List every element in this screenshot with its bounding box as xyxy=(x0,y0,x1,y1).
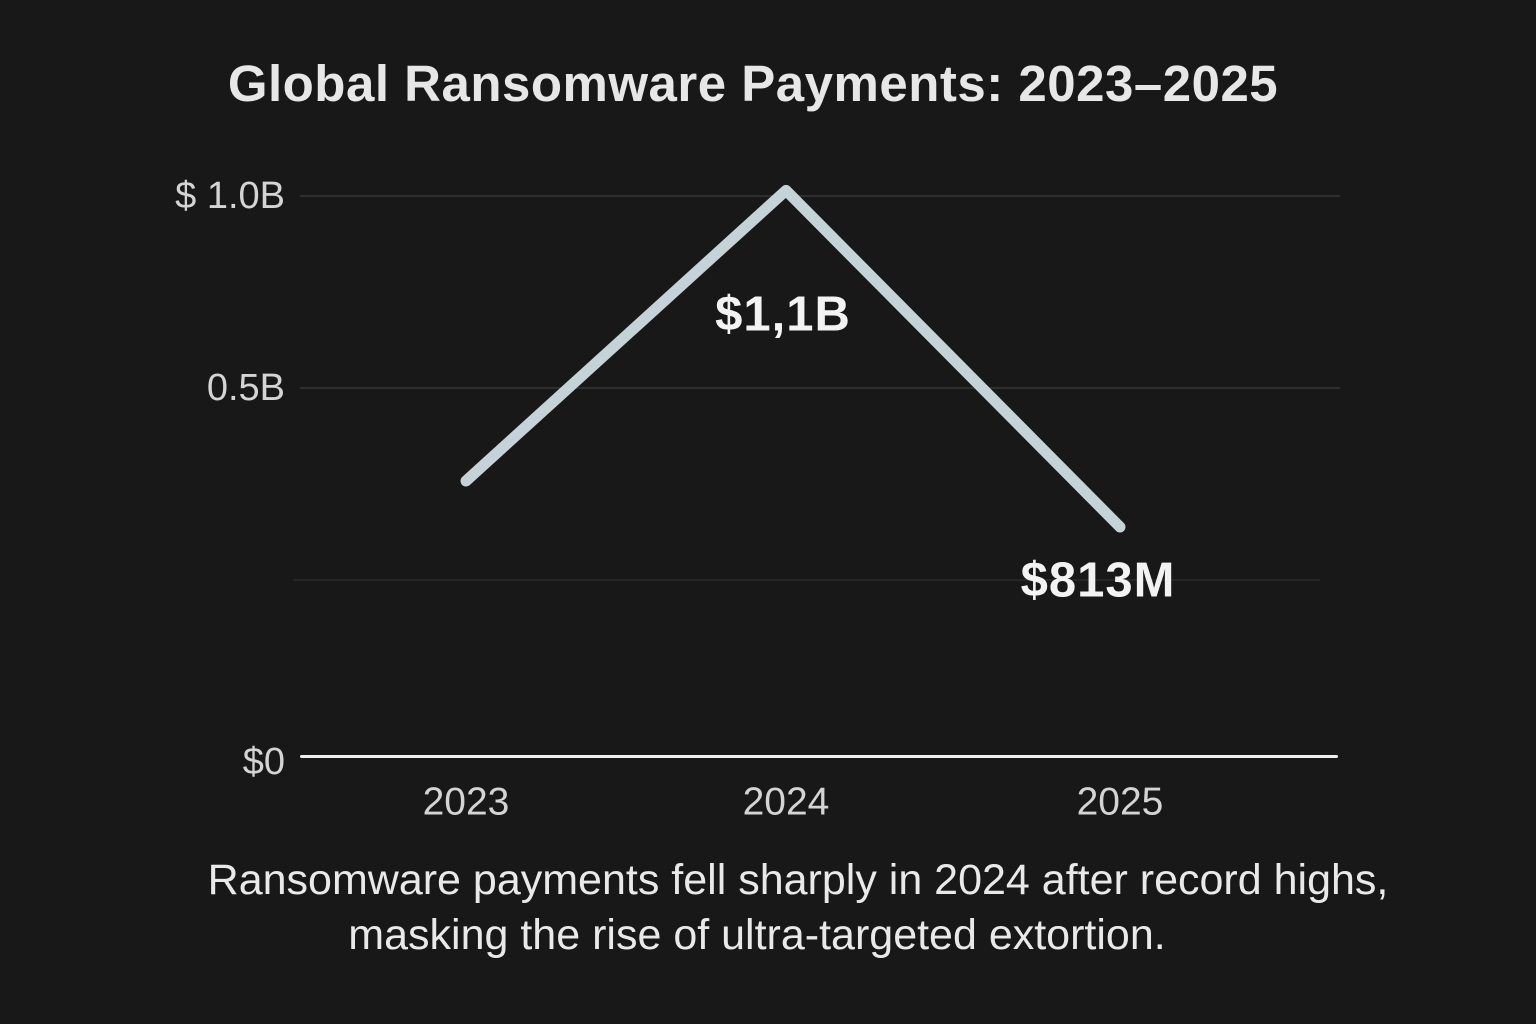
x-tick-2024: 2024 xyxy=(742,780,830,824)
x-tick-2023: 2023 xyxy=(422,780,510,824)
caption-line-1: Ransomware payments fell sharply in 2024… xyxy=(207,856,1389,904)
data-label-2025: $813M xyxy=(1020,553,1176,608)
gridline-lower xyxy=(293,579,1320,581)
y-tick-0-5b: 0.5B xyxy=(206,367,285,409)
data-label-2024: $1,1B xyxy=(715,287,851,342)
y-tick-0: $0 xyxy=(242,741,285,783)
gridline-0-5b xyxy=(300,387,1340,389)
caption-line-2: masking the rise of ultra-targeted extor… xyxy=(348,911,1166,959)
x-axis-line xyxy=(300,755,1338,758)
trend-line xyxy=(460,184,1126,533)
y-tick-1-0b: $ 1.0B xyxy=(175,175,285,217)
chart-title: Global Ransomware Payments: 2023–2025 xyxy=(227,55,1279,112)
gridline-1-0b xyxy=(300,195,1340,197)
x-tick-2025: 2025 xyxy=(1076,780,1164,824)
